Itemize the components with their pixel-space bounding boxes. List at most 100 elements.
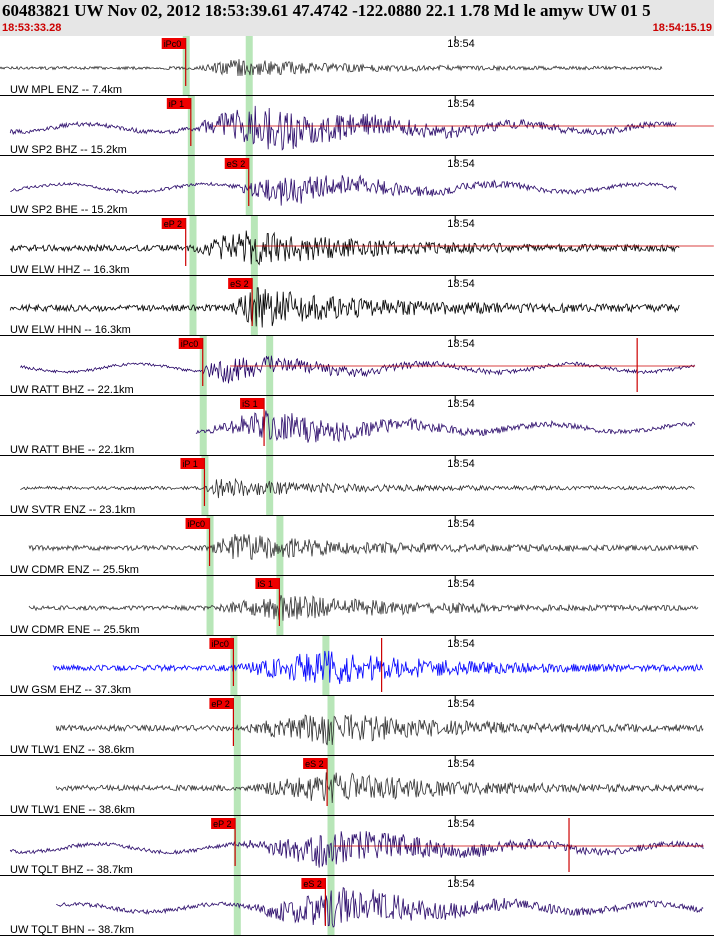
minute-tick-label: 18:54 xyxy=(447,578,475,590)
waveform-trace xyxy=(20,477,695,499)
station-label: UW CDMR ENZ -- 25.5km xyxy=(10,564,139,576)
pick-label: iP 1 xyxy=(182,459,197,469)
trace-panel: 18:54 iP 1 UW SP2 BHZ -- 15.2km xyxy=(0,96,714,156)
pick-marker xyxy=(185,518,210,529)
minute-tick-label: 18:54 xyxy=(447,458,475,470)
pick-band xyxy=(322,636,330,696)
pick-marker xyxy=(209,638,234,649)
station-label: UW MPL ENZ -- 7.4km xyxy=(10,84,122,96)
pick-marker xyxy=(166,98,191,109)
minute-tick-label: 18:54 xyxy=(447,158,475,170)
pick-label: eP 2 xyxy=(213,819,231,829)
station-label: UW SP2 BHE -- 15.2km xyxy=(10,204,127,216)
minute-tick-label: 18:54 xyxy=(447,278,475,290)
pick-label: eP 2 xyxy=(164,219,182,229)
pick-marker xyxy=(224,158,249,169)
station-label: UW TLW1 ENZ -- 38.6km xyxy=(10,744,134,756)
trace-panel: 18:54 iS 1 UW RATT BHE -- 22.1km xyxy=(0,396,714,456)
station-label: UW TLW1 ENE -- 38.6km xyxy=(10,804,135,816)
station-label: UW SP2 BHZ -- 15.2km xyxy=(10,144,127,156)
pick-marker xyxy=(178,338,203,349)
trace-panel: 18:54 eP 2 UW TQLT BHZ -- 38.7km xyxy=(0,816,714,876)
pick-label: iPc0 xyxy=(164,39,182,49)
pick-label: eS 2 xyxy=(227,159,246,169)
trace-panel: 18:54 iPc0 UW RATT BHZ -- 22.1km xyxy=(0,336,714,396)
pick-label: iP 1 xyxy=(169,99,184,109)
pick-label: iS 1 xyxy=(242,399,258,409)
pick-marker xyxy=(180,458,205,469)
pick-label: eP 2 xyxy=(211,699,229,709)
waveform-trace xyxy=(52,650,704,685)
minute-tick-label: 18:54 xyxy=(447,338,475,350)
station-label: UW SVTR ENZ -- 23.1km xyxy=(10,504,135,516)
pick-band xyxy=(327,876,335,936)
pick-label: eS 2 xyxy=(230,279,249,289)
waveform-trace xyxy=(9,230,680,266)
trace-panel: 18:54 iPc0 UW GSM EHZ -- 37.3km xyxy=(0,636,714,696)
event-title: 60483821 UW Nov 02, 2012 18:53:39.61 47.… xyxy=(2,1,651,20)
pick-band xyxy=(250,276,258,336)
waveform-trace xyxy=(28,534,699,560)
station-label: UW RATT BHZ -- 22.1km xyxy=(10,384,134,396)
header-bar: 60483821 UW Nov 02, 2012 18:53:39.61 47.… xyxy=(0,0,714,36)
waveform-trace xyxy=(10,174,677,206)
waveform-trace xyxy=(9,105,677,151)
pick-label: iPc0 xyxy=(181,339,199,349)
minute-tick-label: 18:54 xyxy=(447,218,475,230)
minute-tick-label: 18:54 xyxy=(447,398,475,410)
trace-panel: 18:54 eS 2 UW SP2 BHE -- 15.2km xyxy=(0,156,714,216)
pick-band xyxy=(206,576,214,636)
minute-tick-label: 18:54 xyxy=(447,758,475,770)
minute-tick-label: 18:54 xyxy=(447,38,475,50)
pick-label: iPc0 xyxy=(188,519,206,529)
waveform-trace xyxy=(55,714,704,746)
trace-panel: 18:54 iS 1 UW CDMR ENE -- 25.5km xyxy=(0,576,714,636)
trace-panel: 18:54 iPc0 UW CDMR ENZ -- 25.5km xyxy=(0,516,714,576)
pick-band xyxy=(245,36,253,96)
pick-band xyxy=(266,396,274,456)
pick-marker xyxy=(303,758,328,769)
pick-label: iPc0 xyxy=(211,639,229,649)
pick-band xyxy=(233,876,241,936)
pick-marker xyxy=(161,38,186,49)
trace-panel: 18:54 eS 2 UW ELW HHN -- 16.3km xyxy=(0,276,714,336)
waveform-trace xyxy=(20,355,695,384)
pick-band xyxy=(276,516,284,576)
pick-band xyxy=(233,816,241,876)
waveform-trace xyxy=(28,594,699,621)
waveform-trace xyxy=(9,831,704,868)
station-label: UW TQLT BHN -- 38.7km xyxy=(10,924,134,936)
pick-band xyxy=(233,756,241,816)
pick-marker xyxy=(240,398,265,409)
end-time-label: 18:54:15.19 xyxy=(652,22,712,34)
waveform-trace xyxy=(55,772,704,804)
minute-tick-label: 18:54 xyxy=(447,98,475,110)
trace-panels: 18:54 iPc0 UW MPL ENZ -- 7.4km 18:54 iP 1 UW … xyxy=(0,36,714,936)
station-label: UW ELW HHZ -- 16.3km xyxy=(10,264,130,276)
trace-panel: 18:54 eS 2 UW TLW1 ENE -- 38.6km xyxy=(0,756,714,816)
trace-panel: 18:54 eS 2 UW TQLT BHN -- 38.7km xyxy=(0,876,714,936)
station-label: UW GSM EHZ -- 37.3km xyxy=(10,684,131,696)
pick-label: eS 2 xyxy=(303,879,322,889)
pick-marker xyxy=(228,278,253,289)
station-label: UW CDMR ENE -- 25.5km xyxy=(10,624,140,636)
waveform-trace xyxy=(195,410,696,443)
trace-panel: 18:54 eP 2 UW TLW1 ENZ -- 38.6km xyxy=(0,696,714,756)
pick-marker xyxy=(301,878,326,889)
minute-tick-label: 18:54 xyxy=(447,518,475,530)
pick-marker xyxy=(209,698,234,709)
pick-marker xyxy=(161,218,186,229)
minute-tick-label: 18:54 xyxy=(447,818,475,830)
pick-label: iS 1 xyxy=(257,579,273,589)
station-label: UW TQLT BHZ -- 38.7km xyxy=(10,864,133,876)
waveform-trace xyxy=(0,59,663,77)
trace-panel: 18:54 eP 2 UW ELW HHZ -- 16.3km xyxy=(0,216,714,276)
pick-marker xyxy=(255,578,280,589)
waveform-trace xyxy=(56,886,704,928)
waveform-trace xyxy=(9,287,680,328)
minute-tick-label: 18:54 xyxy=(447,878,475,890)
minute-tick-label: 18:54 xyxy=(447,698,475,710)
pick-label: eS 2 xyxy=(305,759,324,769)
pick-marker xyxy=(211,818,236,829)
start-time-label: 18:53:33.28 xyxy=(2,22,62,34)
